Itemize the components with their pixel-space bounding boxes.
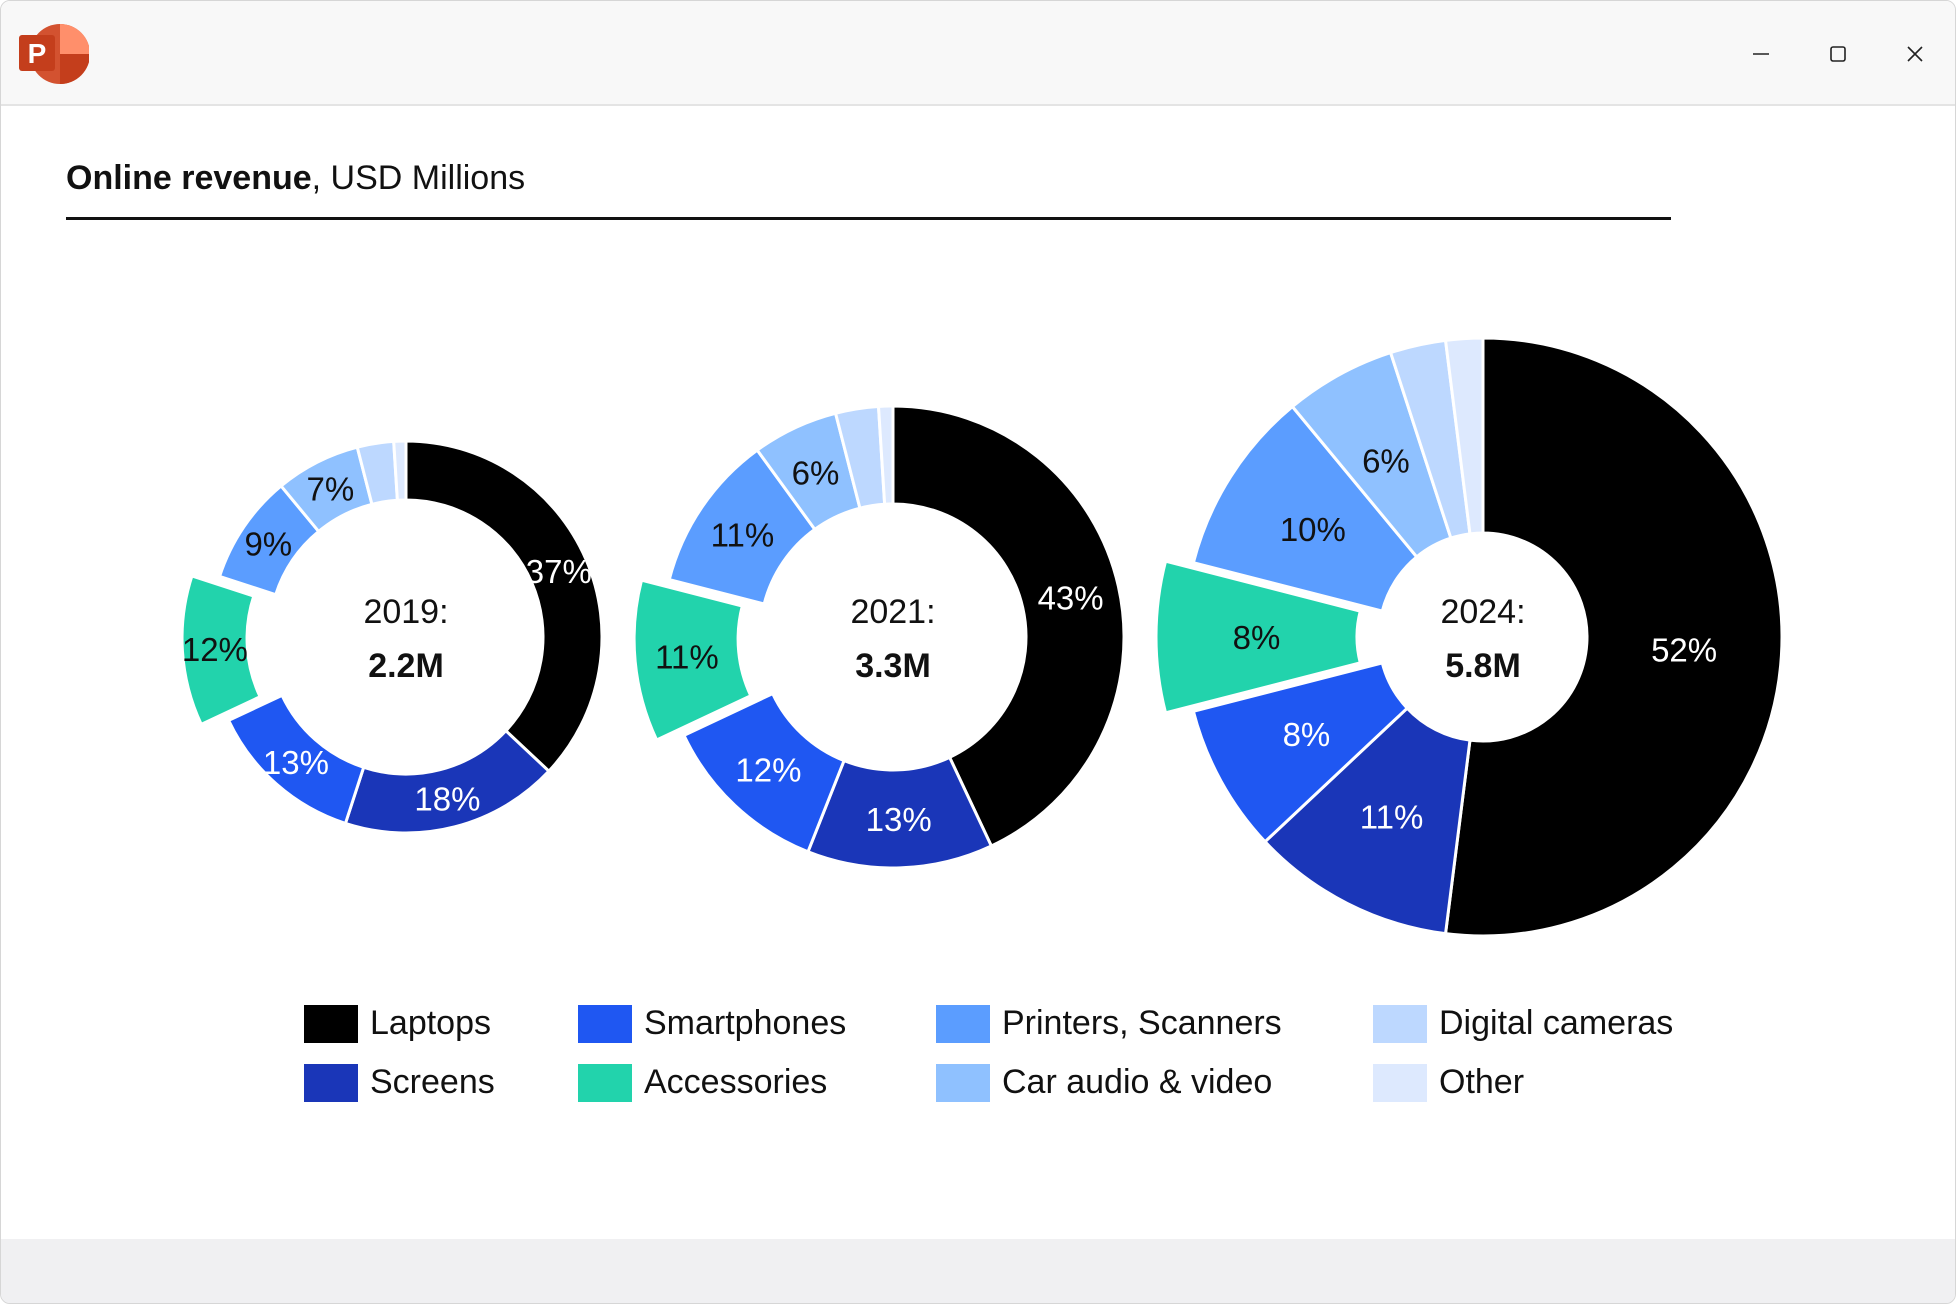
data-label: 8% [1283, 716, 1331, 753]
data-label: 37% [526, 553, 592, 590]
maximize-button[interactable] [1813, 31, 1863, 77]
data-label: 43% [1038, 579, 1104, 616]
slice-smartphones [681, 691, 846, 854]
legend-swatch [578, 1004, 632, 1043]
slice-laptops [404, 439, 604, 774]
legend-item: Other [1373, 1063, 1524, 1102]
minimize-icon [1753, 53, 1769, 55]
year-label: 2024: [1440, 593, 1525, 631]
legend-swatch [578, 1063, 632, 1102]
close-icon [1907, 46, 1923, 62]
legend-label: Accessories [644, 1063, 828, 1101]
legend-label: Printers, Scanners [1002, 1004, 1282, 1042]
year-label: 2019: [363, 593, 448, 631]
data-label: 7% [307, 471, 355, 508]
data-label: 13% [263, 744, 329, 781]
data-label: 10% [1280, 511, 1346, 548]
legend-swatch [304, 1004, 358, 1043]
slice-smartphones [226, 693, 366, 826]
slice-accessories [1154, 559, 1363, 715]
slice-other [392, 439, 408, 502]
legend-label: Laptops [370, 1004, 491, 1042]
data-label: 9% [244, 525, 292, 562]
legend-label: Car audio & video [1002, 1063, 1273, 1101]
legend-swatch [304, 1063, 358, 1102]
maximize-icon [1830, 46, 1846, 62]
slice-accessories [632, 578, 753, 742]
title-bar: P [1, 1, 1955, 106]
data-label: 13% [866, 801, 932, 838]
legend-item: Digital cameras [1373, 1004, 1673, 1043]
total-label: 2.2M [368, 647, 444, 685]
slice-screens [1262, 706, 1472, 936]
chart-subtitle: , USD Millions [311, 159, 526, 197]
slice-accessories [180, 574, 263, 727]
donut-3.3M: 43% 13% 12% 11% 11% 6% 2021: 3.3M [632, 404, 1126, 870]
legend-item: Screens [304, 1063, 495, 1102]
app-icon-letter: P [28, 38, 47, 69]
legend-item: Car audio & video [936, 1063, 1272, 1102]
close-button[interactable] [1890, 31, 1940, 77]
data-label: 11% [655, 638, 719, 675]
data-label: 8% [1233, 619, 1281, 656]
legend-item: Laptops [304, 1004, 491, 1043]
data-label: 18% [414, 780, 480, 817]
year-label: 2021: [850, 593, 935, 631]
slice-other [1443, 336, 1485, 536]
total-label: 5.8M [1445, 647, 1521, 685]
legend-label: Screens [370, 1063, 495, 1101]
slice-other [876, 404, 895, 506]
legend-label: Other [1439, 1063, 1525, 1101]
legend-swatch [936, 1004, 990, 1043]
legend-item: Smartphones [578, 1004, 846, 1043]
legend-swatch [936, 1063, 990, 1102]
data-label: 6% [1362, 442, 1410, 479]
status-bar [1, 1239, 1955, 1303]
data-label: 12% [735, 752, 801, 789]
slice-laptops [1443, 336, 1784, 938]
slice-smartphones [1191, 661, 1410, 844]
slice-printers-scanners [1191, 404, 1419, 613]
minimize-button[interactable] [1736, 31, 1786, 77]
title-underline [66, 217, 1671, 220]
data-label: 52% [1651, 632, 1717, 669]
slice-laptops [891, 404, 1126, 849]
legend-swatch [1373, 1004, 1427, 1043]
data-label: 6% [792, 454, 840, 491]
legend-swatch [1373, 1063, 1427, 1102]
legend-item: Printers, Scanners [936, 1004, 1282, 1043]
data-label: 12% [182, 631, 248, 668]
legend-label: Smartphones [644, 1004, 847, 1042]
donut-2.2M: 37% 18% 13% 12% 9% 7% 2019: 2.2M [180, 439, 604, 835]
total-label: 3.3M [855, 647, 931, 685]
legend-label: Digital cameras [1439, 1004, 1674, 1042]
powerpoint-icon: P [19, 24, 89, 84]
data-label: 11% [1360, 799, 1424, 836]
chart-title: Online revenue, USD Millions [66, 159, 525, 198]
donut-5.8M: 52% 11% 8% 8% 10% 6% 2024: 5.8M [1154, 336, 1784, 938]
chart-title-bold: Online revenue [66, 159, 312, 197]
data-label: 11% [711, 517, 775, 554]
legend-item: Accessories [578, 1063, 827, 1102]
